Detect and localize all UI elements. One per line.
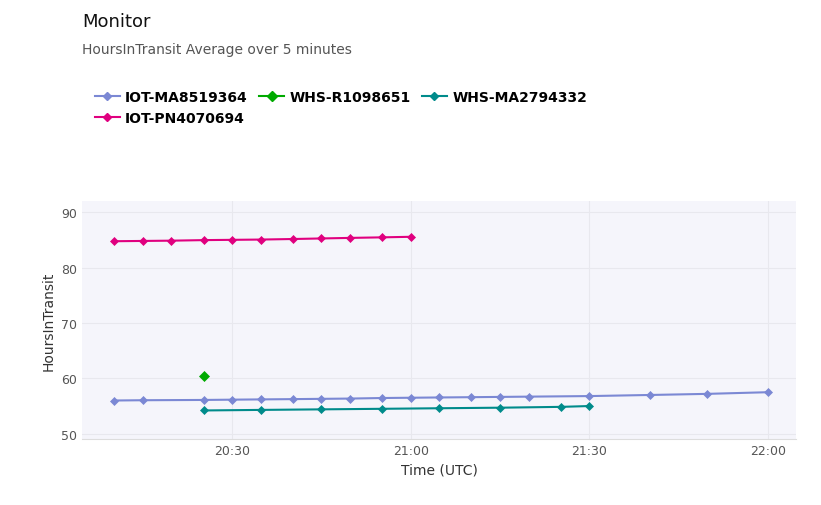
WHS-MA2794332 [199,408,209,414]
IOT-MA8519364 [138,397,148,403]
IOT-MA8519364 [434,394,444,400]
Y-axis label: HoursInTransit: HoursInTransit [42,271,56,370]
IOT-PN4070694 [109,239,119,245]
X-axis label: Time (UTC): Time (UTC) [401,463,478,477]
IOT-MA8519364 [288,396,298,402]
IOT-PN4070694 [316,236,326,242]
IOT-PN4070694 [138,238,148,244]
WHS-MA2794332 [434,406,444,412]
IOT-MA8519364 [345,396,355,402]
WHS-MA2794332 [556,404,566,410]
IOT-PN4070694 [288,236,298,242]
WHS-MA2794332 [585,403,594,409]
Line: IOT-PN4070694: IOT-PN4070694 [112,234,414,244]
IOT-MA8519364 [109,397,119,403]
WHS-MA2794332 [377,406,387,412]
IOT-MA8519364 [763,389,773,395]
Text: Monitor: Monitor [82,13,150,31]
IOT-MA8519364 [495,394,505,400]
IOT-MA8519364 [199,397,209,403]
Line: IOT-MA8519364: IOT-MA8519364 [112,390,771,403]
IOT-MA8519364 [256,396,266,402]
IOT-PN4070694 [227,237,237,243]
IOT-PN4070694 [406,234,415,240]
Text: HoursInTransit Average over 5 minutes: HoursInTransit Average over 5 minutes [82,43,352,57]
IOT-PN4070694 [199,238,209,244]
IOT-MA8519364 [585,393,594,399]
IOT-PN4070694 [377,235,387,241]
IOT-MA8519364 [645,392,655,398]
IOT-MA8519364 [406,395,415,401]
IOT-MA8519364 [466,394,476,400]
IOT-MA8519364 [377,395,387,401]
Line: WHS-MA2794332: WHS-MA2794332 [201,403,592,414]
Legend: IOT-MA8519364, IOT-PN4070694, WHS-R1098651, WHS-MA2794332: IOT-MA8519364, IOT-PN4070694, WHS-R10986… [89,85,593,131]
WHS-MA2794332 [495,405,505,411]
WHS-MA2794332 [256,407,266,413]
WHS-MA2794332 [316,407,326,413]
IOT-MA8519364 [227,397,237,403]
IOT-MA8519364 [316,396,326,402]
IOT-PN4070694 [167,238,177,244]
IOT-PN4070694 [256,237,266,243]
IOT-PN4070694 [345,235,355,241]
IOT-MA8519364 [702,391,712,397]
IOT-MA8519364 [524,394,534,400]
